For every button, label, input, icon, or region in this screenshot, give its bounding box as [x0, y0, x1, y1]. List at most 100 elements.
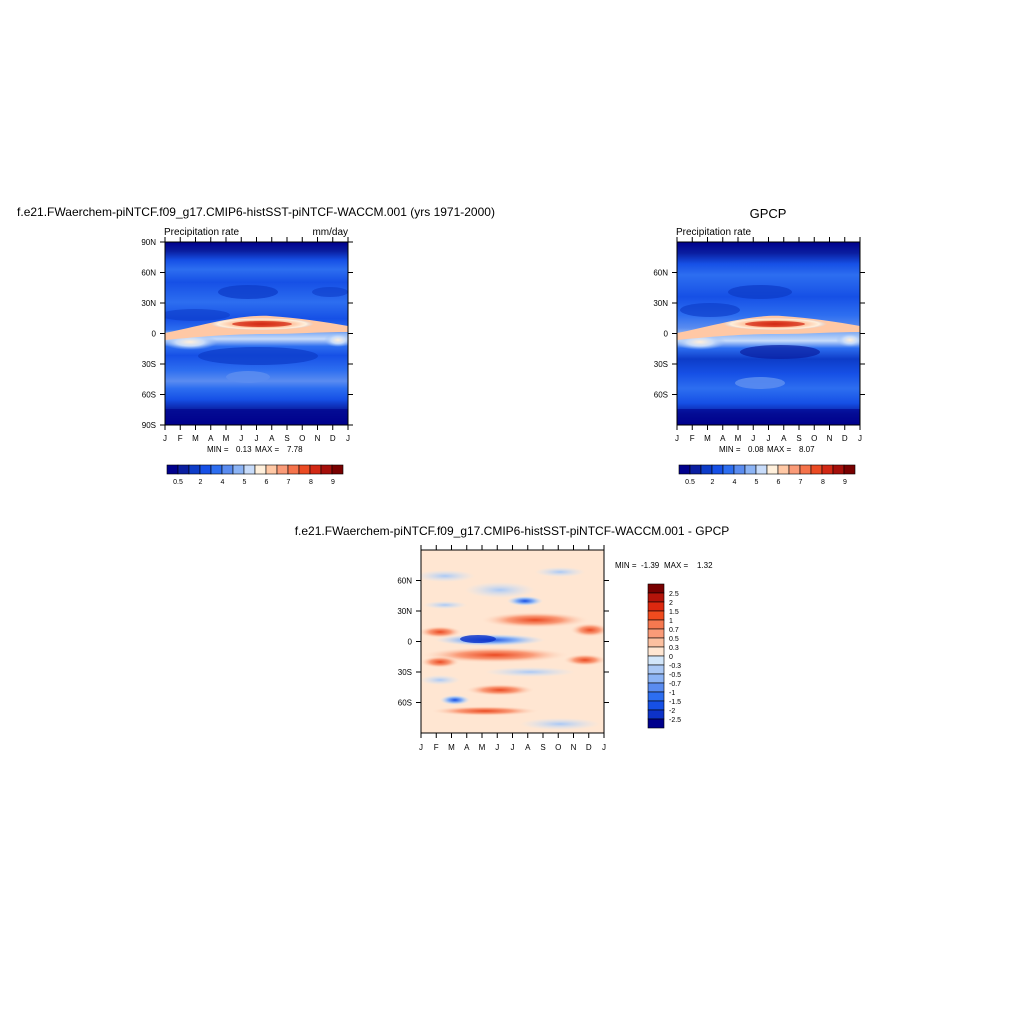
colorbar-swatch	[647, 655, 665, 666]
colorbar-swatches	[166, 464, 344, 475]
x-tick-label: S	[284, 434, 289, 443]
y-tick-label: 60N	[653, 269, 668, 278]
colorbar-swatch	[276, 464, 289, 475]
colorbar-swatch	[287, 464, 300, 475]
x-tick-label: F	[434, 743, 439, 752]
colorbar-swatch	[722, 464, 735, 475]
colorbar: 2.5 2 1.5 1 0.7 0.5 0.3 0 -0.3 -0.5 -0.7…	[647, 583, 681, 729]
colorbar-swatch	[647, 664, 665, 675]
colorbar-label: 6	[265, 479, 269, 486]
y-tick-label: 30N	[141, 299, 156, 308]
x-tick-label: J	[751, 434, 755, 443]
colorbar-swatch	[647, 673, 665, 684]
x-tick-label: A	[464, 743, 470, 752]
y-tick-label: 0	[152, 330, 157, 339]
y-tick-label: 60S	[142, 391, 156, 400]
colorbar-swatch	[810, 464, 823, 475]
colorbar-swatch	[210, 464, 223, 475]
x-tick-label: M	[192, 434, 199, 443]
x-tick-label: D	[842, 434, 848, 443]
x-tick-label: F	[690, 434, 695, 443]
colorbar-swatch	[199, 464, 212, 475]
colorbar-label: 2	[711, 479, 715, 486]
colorbar-label: 5	[755, 479, 759, 486]
contour-field	[165, 242, 348, 425]
x-tick-label: J	[858, 434, 862, 443]
y-tick-label: 30S	[654, 360, 668, 369]
x-tick-label: J	[419, 743, 423, 752]
colorbar-swatch	[832, 464, 845, 475]
x-tick-label: M	[448, 743, 455, 752]
colorbar-swatches	[678, 464, 856, 475]
y-tick-label: 30N	[653, 299, 668, 308]
colorbar-label: -0.3	[669, 663, 681, 670]
x-tick-label: A	[208, 434, 214, 443]
min-value: 0.13	[236, 445, 252, 454]
colorbar-label: -0.5	[669, 672, 681, 679]
colorbar-swatch	[647, 619, 665, 630]
colorbar-swatch	[689, 464, 702, 475]
colorbar-swatch	[166, 464, 179, 475]
x-tick-label: J	[239, 434, 243, 443]
x-tick-label: S	[540, 743, 545, 752]
x-tick-label: A	[720, 434, 726, 443]
x-tick-label: O	[299, 434, 305, 443]
contour-field	[677, 242, 860, 425]
x-tick-label: N	[315, 434, 321, 443]
colorbar-label: 0.5	[173, 479, 183, 486]
colorbar-label: 2	[669, 600, 673, 607]
max-label: MAX =	[767, 445, 792, 454]
x-tick-label: M	[735, 434, 742, 443]
colorbar-swatch	[678, 464, 691, 475]
field-label: Precipitation rate	[164, 227, 239, 238]
min-max-stats: MIN = 0.08 MAX = 8.07	[719, 445, 815, 454]
colorbar-swatch	[647, 637, 665, 648]
colorbar-label: 2	[199, 479, 203, 486]
max-value: 1.32	[697, 561, 713, 570]
colorbar-swatch	[755, 464, 768, 475]
y-axis: 90N 60N 30N 0 30S 60S 90S	[141, 238, 353, 430]
colorbar-swatch	[254, 464, 267, 475]
colorbar-label: 1.5	[669, 609, 679, 616]
y-tick-label: 90S	[142, 421, 156, 430]
colorbar-swatch	[788, 464, 801, 475]
colorbar-label: 1	[669, 618, 673, 625]
x-tick-label: M	[223, 434, 230, 443]
y-tick-label: 30N	[397, 607, 412, 616]
colorbar-swatch	[733, 464, 746, 475]
colorbar-swatches	[647, 583, 665, 729]
max-label: MAX =	[664, 561, 689, 570]
x-tick-label: S	[796, 434, 801, 443]
x-tick-label: J	[511, 743, 515, 752]
min-max-stats: MIN = 0.13 MAX = 7.78	[207, 445, 303, 454]
colorbar-swatch	[843, 464, 856, 475]
colorbar-swatch	[777, 464, 790, 475]
max-value: 7.78	[287, 445, 303, 454]
x-tick-label: O	[555, 743, 561, 752]
x-tick-label: D	[586, 743, 592, 752]
x-tick-label: J	[767, 434, 771, 443]
colorbar-label: 2.5	[669, 591, 679, 598]
colorbar-swatch	[647, 718, 665, 729]
colorbar-swatch	[320, 464, 333, 475]
min-label: MIN =	[615, 561, 637, 570]
colorbar-label: 7	[799, 479, 803, 486]
colorbar-label: 8	[309, 479, 313, 486]
colorbar-swatch	[265, 464, 278, 475]
colorbar-swatch	[821, 464, 834, 475]
colorbar-label: 0	[669, 654, 673, 661]
colorbar-swatch	[647, 691, 665, 702]
colorbar-swatch	[647, 583, 665, 594]
colorbar-swatch	[298, 464, 311, 475]
colorbar-label: -2	[669, 708, 675, 715]
x-tick-label: J	[346, 434, 350, 443]
x-tick-label: J	[602, 743, 606, 752]
colorbar-swatch	[232, 464, 245, 475]
x-tick-label: J	[675, 434, 679, 443]
x-tick-label: J	[495, 743, 499, 752]
x-tick-label: M	[479, 743, 486, 752]
panel-title: GPCP	[750, 206, 787, 221]
x-tick-label: A	[525, 743, 531, 752]
panel-gpcp-climatology: GPCP Precipitation rate	[653, 206, 865, 486]
